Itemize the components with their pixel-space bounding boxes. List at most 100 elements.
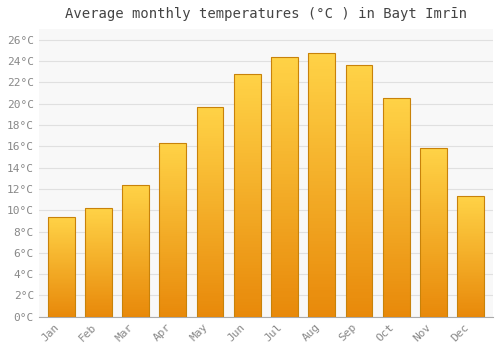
- Bar: [420, 159, 447, 161]
- Bar: [346, 204, 372, 207]
- Bar: [458, 288, 484, 290]
- Bar: [85, 295, 112, 296]
- Bar: [308, 211, 335, 215]
- Bar: [85, 287, 112, 288]
- Bar: [383, 172, 409, 175]
- Bar: [48, 219, 74, 220]
- Bar: [383, 254, 409, 257]
- Bar: [85, 313, 112, 314]
- Bar: [458, 247, 484, 249]
- Bar: [458, 293, 484, 294]
- Bar: [346, 194, 372, 197]
- Bar: [346, 150, 372, 153]
- Bar: [346, 122, 372, 125]
- Bar: [346, 279, 372, 282]
- Bar: [160, 289, 186, 291]
- Bar: [383, 221, 409, 224]
- Bar: [458, 246, 484, 247]
- Bar: [160, 156, 186, 158]
- Bar: [122, 267, 149, 269]
- Bar: [48, 301, 74, 302]
- Bar: [85, 229, 112, 230]
- Bar: [458, 267, 484, 269]
- Bar: [383, 139, 409, 142]
- Bar: [458, 241, 484, 243]
- Bar: [308, 274, 335, 277]
- Bar: [271, 132, 298, 135]
- Bar: [234, 247, 260, 250]
- Bar: [420, 224, 447, 226]
- Bar: [234, 165, 260, 168]
- Bar: [308, 178, 335, 181]
- Bar: [346, 169, 372, 172]
- Bar: [271, 268, 298, 271]
- Bar: [234, 219, 260, 223]
- Bar: [122, 279, 149, 280]
- Bar: [160, 184, 186, 187]
- Bar: [196, 306, 224, 309]
- Bar: [271, 236, 298, 239]
- Bar: [458, 300, 484, 302]
- Bar: [383, 98, 409, 317]
- Bar: [196, 110, 224, 112]
- Bar: [271, 245, 298, 248]
- Bar: [48, 289, 74, 290]
- Bar: [234, 277, 260, 280]
- Bar: [420, 300, 447, 302]
- Bar: [160, 262, 186, 265]
- Bar: [346, 276, 372, 279]
- Bar: [420, 256, 447, 258]
- Bar: [85, 218, 112, 219]
- Bar: [308, 181, 335, 185]
- Bar: [346, 210, 372, 213]
- Bar: [420, 195, 447, 197]
- Bar: [85, 244, 112, 245]
- Bar: [160, 293, 186, 295]
- Bar: [48, 254, 74, 256]
- Bar: [234, 98, 260, 101]
- Bar: [383, 167, 409, 169]
- Bar: [458, 290, 484, 291]
- Bar: [458, 243, 484, 245]
- Bar: [122, 294, 149, 295]
- Bar: [458, 287, 484, 288]
- Bar: [48, 262, 74, 263]
- Bar: [48, 239, 74, 240]
- Bar: [48, 280, 74, 282]
- Bar: [196, 173, 224, 175]
- Bar: [383, 259, 409, 262]
- Bar: [346, 223, 372, 226]
- Bar: [122, 256, 149, 257]
- Bar: [383, 109, 409, 112]
- Bar: [271, 135, 298, 138]
- Bar: [48, 269, 74, 271]
- Bar: [234, 304, 260, 308]
- Bar: [48, 229, 74, 230]
- Bar: [271, 310, 298, 314]
- Bar: [48, 293, 74, 294]
- Bar: [196, 312, 224, 314]
- Bar: [48, 303, 74, 304]
- Bar: [271, 206, 298, 210]
- Bar: [420, 262, 447, 264]
- Bar: [160, 308, 186, 310]
- Bar: [308, 158, 335, 162]
- Bar: [383, 147, 409, 150]
- Bar: [122, 315, 149, 317]
- Bar: [160, 230, 186, 232]
- Bar: [48, 314, 74, 316]
- Bar: [308, 128, 335, 132]
- Bar: [48, 244, 74, 245]
- Bar: [458, 252, 484, 254]
- Bar: [196, 107, 224, 110]
- Bar: [383, 128, 409, 131]
- Bar: [234, 110, 260, 113]
- Bar: [420, 201, 447, 203]
- Bar: [234, 92, 260, 95]
- Bar: [196, 304, 224, 306]
- Bar: [308, 264, 335, 267]
- Bar: [196, 164, 224, 167]
- Bar: [85, 209, 112, 211]
- Bar: [196, 290, 224, 293]
- Bar: [346, 298, 372, 301]
